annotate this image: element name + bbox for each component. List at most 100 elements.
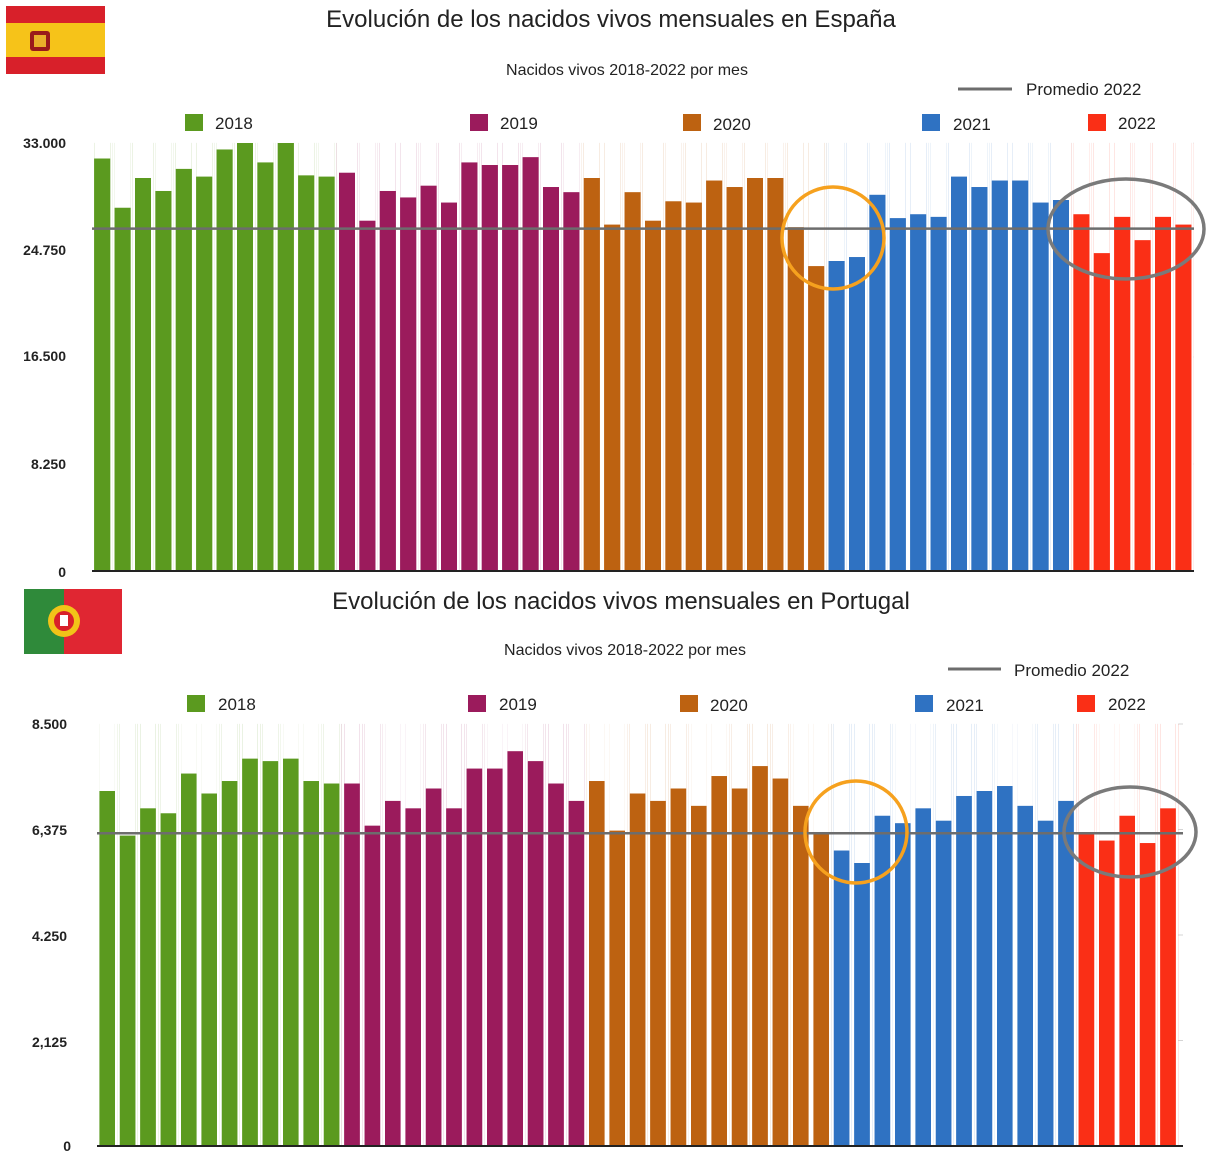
bar-2020-month-10 xyxy=(772,778,789,1146)
bar-gap xyxy=(214,141,217,571)
bar-mask xyxy=(685,141,702,203)
bar-gap xyxy=(765,141,768,571)
bar-mask xyxy=(420,141,437,186)
bar-gap xyxy=(806,141,809,571)
bar-gap xyxy=(1012,722,1015,1146)
bar-2019-month-8 xyxy=(487,768,503,1146)
bar-2019-month-5 xyxy=(425,788,442,1146)
bar-gap xyxy=(851,722,855,1146)
bar-gap xyxy=(749,722,753,1146)
y-tick-label: 0 xyxy=(63,1138,71,1151)
legend-average-label: Promedio 2022 xyxy=(1026,80,1141,99)
bar-2021-month-1 xyxy=(828,261,845,571)
bar-mask xyxy=(283,722,299,759)
bar-gap xyxy=(826,141,829,571)
chart-title: Evolución de los nacidos vivos mensuales… xyxy=(326,6,896,33)
bar-mask xyxy=(629,722,646,794)
bar-2022-month-6 xyxy=(1175,224,1192,571)
bar-gap xyxy=(135,722,138,1146)
legend-label-2020: 2020 xyxy=(710,696,748,715)
bar-2020-month-8 xyxy=(726,187,743,571)
bar-mask xyxy=(650,722,666,801)
bar-gap xyxy=(280,722,284,1146)
bar-2019-month-4 xyxy=(405,808,421,1146)
bar-mask xyxy=(583,141,600,179)
bar-mask xyxy=(175,141,192,169)
bar-mask xyxy=(889,141,906,219)
bar-mask xyxy=(1099,722,1115,841)
bar-mask xyxy=(991,141,1008,181)
bar-2018-month-3 xyxy=(140,808,156,1146)
bar-gap xyxy=(355,141,358,571)
bar-gap xyxy=(1048,141,1051,571)
bar-gap xyxy=(273,141,276,571)
bar-gap xyxy=(1076,722,1079,1146)
bar-2020-month-2 xyxy=(609,830,625,1146)
bar-2018-month-3 xyxy=(135,178,151,571)
bar-2020-month-5 xyxy=(665,201,682,571)
bar-gap xyxy=(318,722,322,1146)
bar-gap xyxy=(969,141,972,571)
bar-2020-month-6 xyxy=(691,805,707,1146)
bar-gap xyxy=(563,722,567,1146)
bar-2018-month-9 xyxy=(262,761,279,1146)
bar-2018-month-2 xyxy=(119,835,136,1146)
bar-2019-month-11 xyxy=(548,783,564,1146)
legend-label-2019: 2019 xyxy=(499,695,537,714)
bar-gap xyxy=(357,141,360,571)
bar-2018-month-8 xyxy=(237,143,253,571)
bar-mask xyxy=(359,141,376,221)
bar-gap xyxy=(301,722,304,1146)
bar-2019-month-7 xyxy=(461,162,478,572)
bar-mask xyxy=(589,722,605,782)
legend-swatch-2021 xyxy=(922,114,940,131)
bar-mask xyxy=(344,722,360,784)
bar-mask xyxy=(951,141,967,177)
bar-gap xyxy=(436,141,439,571)
bar-mask xyxy=(670,722,687,789)
bar-gap xyxy=(500,141,503,571)
bar-2018-month-7 xyxy=(221,781,238,1146)
bar-gap xyxy=(579,141,582,571)
bar-gap xyxy=(1117,722,1120,1146)
bar-gap xyxy=(362,722,365,1146)
bar-gap xyxy=(808,722,811,1146)
bar-gap xyxy=(930,722,934,1146)
bar-gap xyxy=(951,722,954,1146)
bar-mask xyxy=(808,141,825,267)
bar-gap xyxy=(137,722,141,1146)
bar-gap xyxy=(1071,141,1074,571)
bar-gap xyxy=(913,722,916,1146)
legend-swatch-2019 xyxy=(468,695,486,712)
bar-2021-month-7 xyxy=(951,176,967,572)
bar-2022-month-2 xyxy=(1093,253,1110,571)
legend-swatch-2020 xyxy=(680,695,698,712)
bar-gap xyxy=(872,722,875,1146)
bar-gap xyxy=(443,722,447,1146)
bar-gap xyxy=(992,722,995,1146)
bar-gap xyxy=(418,141,421,571)
bar-gap xyxy=(457,141,460,571)
bar-gap xyxy=(645,722,648,1146)
bar-gap xyxy=(171,141,174,571)
bar-gap xyxy=(627,722,630,1146)
bar-2018-month-12 xyxy=(318,176,335,572)
bar-2022-month-4 xyxy=(1139,843,1156,1146)
bar-gap xyxy=(1035,722,1038,1146)
bar-2022-month-4 xyxy=(1134,240,1151,572)
bar-gap xyxy=(1152,141,1155,571)
bar-gap xyxy=(502,722,505,1146)
bar-gap xyxy=(926,141,929,571)
highlight-circle-orange xyxy=(803,779,909,885)
bar-gap xyxy=(1055,722,1059,1146)
bar-gap xyxy=(403,722,406,1146)
bar-mask xyxy=(400,141,417,198)
bar-gap xyxy=(989,141,992,571)
bar-gap xyxy=(724,141,727,571)
bar-2018-month-12 xyxy=(323,783,340,1146)
bar-mask xyxy=(155,141,172,191)
bar-2021-month-6 xyxy=(935,820,952,1146)
bar-gap xyxy=(260,722,263,1146)
bar-gap xyxy=(97,722,100,1146)
